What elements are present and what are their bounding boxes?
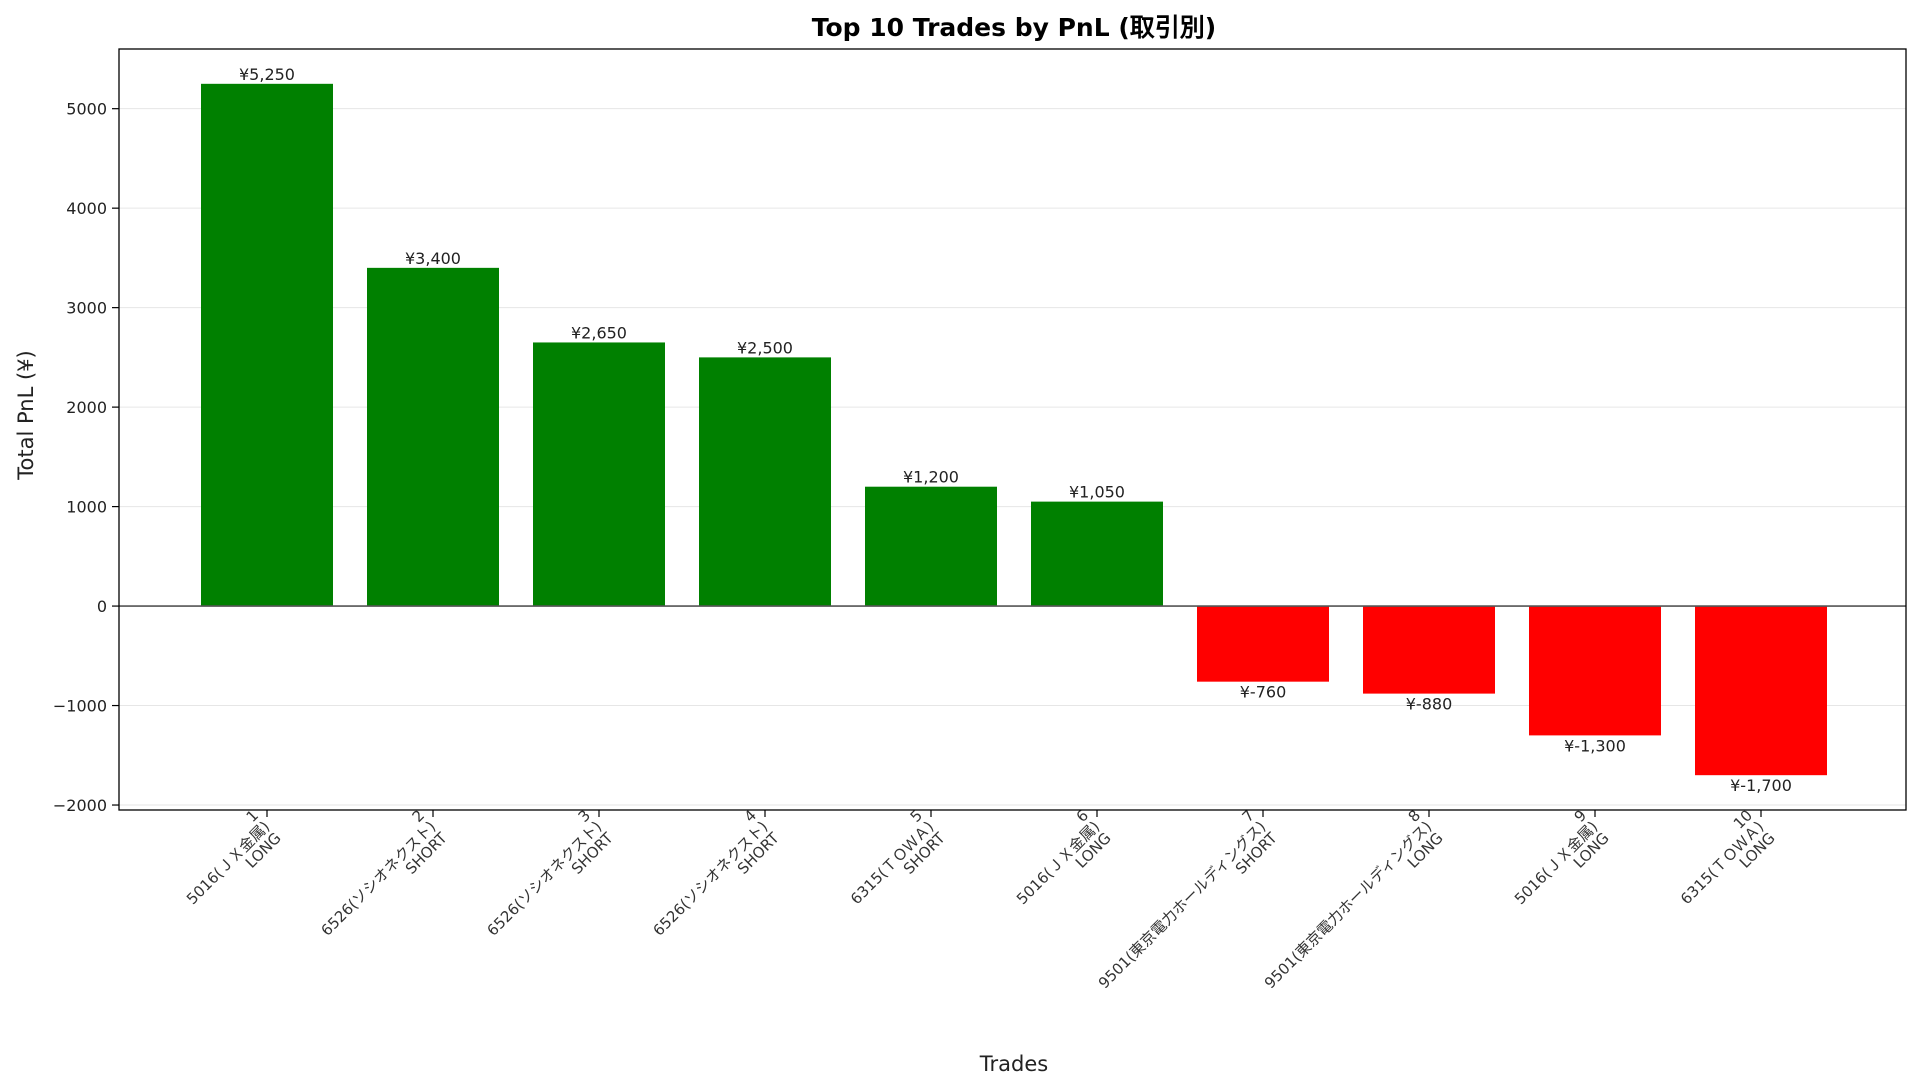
bar <box>201 83 333 607</box>
y-axis-label: Total PnL (¥) <box>14 350 38 480</box>
bar <box>533 342 665 607</box>
y-tick-label: 1000 <box>66 498 107 517</box>
data-label: ¥-760 <box>1240 683 1287 702</box>
y-tick-label: −1000 <box>53 697 107 716</box>
data-label: ¥1,200 <box>903 468 959 487</box>
bars <box>119 83 1906 776</box>
data-label: ¥3,400 <box>405 249 461 268</box>
data-label: ¥-880 <box>1406 695 1453 714</box>
bar <box>1363 606 1495 694</box>
plot-frame <box>118 48 1907 811</box>
data-label: ¥-1,300 <box>1564 736 1626 755</box>
data-label: ¥2,650 <box>571 323 627 342</box>
x-tick-label-line: 6526(ソシオネクスト) <box>649 818 771 940</box>
y-tick-label: 5000 <box>66 100 107 119</box>
y-tick-label: 3000 <box>66 299 107 318</box>
bar <box>1695 606 1827 776</box>
bar <box>367 267 499 607</box>
data-labels: ¥5,250 ¥3,400 ¥2,650 ¥2,500 ¥1,200 ¥1,050 ¥-76… <box>239 65 1792 795</box>
y-tick-label: 0 <box>97 597 107 616</box>
bar <box>1529 606 1661 736</box>
x-tick-label-line: 9501(東京電力ホールディングス) <box>1261 818 1436 993</box>
bar <box>865 486 997 607</box>
y-tick-label: 4000 <box>66 199 107 218</box>
y-tick-label: −2000 <box>53 796 107 815</box>
bar <box>699 357 831 607</box>
data-label: ¥1,050 <box>1069 483 1125 502</box>
x-tick-label-line: 6526(ソシオネクスト) <box>483 818 605 940</box>
data-label: ¥5,250 <box>239 65 295 84</box>
chart-title: Top 10 Trades by PnL (取引別) <box>812 13 1216 42</box>
data-label: ¥-1,700 <box>1730 776 1792 795</box>
y-tick-label: 2000 <box>66 398 107 417</box>
x-tick-label-line: 6526(ソシオネクスト) <box>317 818 439 940</box>
data-label: ¥2,500 <box>737 338 793 357</box>
x-axis-label: Trades <box>979 1052 1048 1076</box>
x-tick-label-line: 9501(東京電力ホールディングス) <box>1095 818 1270 993</box>
y-axis-ticks: −2000 −1000 0 1000 2000 3000 4000 5000 <box>53 100 119 815</box>
bar <box>1197 606 1329 682</box>
bar <box>1031 501 1163 607</box>
